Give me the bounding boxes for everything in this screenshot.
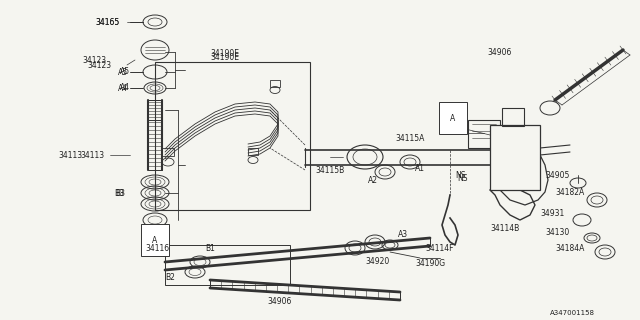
Text: 34905: 34905 [545, 171, 570, 180]
Text: A3: A3 [398, 229, 408, 238]
Text: 34190E: 34190E [210, 52, 239, 61]
Bar [270, 80, 280, 87]
Bar [148, 100, 162, 120]
Text: A5: A5 [120, 67, 130, 76]
Text: NS: NS [457, 173, 467, 182]
Text: A5: A5 [118, 68, 128, 76]
Text: A2: A2 [368, 175, 378, 185]
Text: 34906: 34906 [268, 298, 292, 307]
Text: B1: B1 [205, 244, 215, 252]
Text: 34920: 34920 [365, 258, 389, 267]
Text: 34123: 34123 [82, 55, 106, 65]
Text: 34906: 34906 [488, 47, 512, 57]
Bar [162, 148, 174, 156]
Text: 34182A: 34182A [555, 188, 584, 196]
Text: 34123: 34123 [87, 60, 111, 69]
Text: A4: A4 [120, 83, 130, 92]
Text: 34116: 34116 [145, 244, 169, 252]
Text: 34190E: 34190E [210, 49, 239, 58]
Text: 34114F: 34114F [425, 244, 454, 252]
Text: 34190G: 34190G [415, 259, 445, 268]
Text: 34113: 34113 [80, 150, 104, 159]
Text: 34130: 34130 [545, 228, 569, 236]
Text: A4: A4 [118, 84, 128, 92]
Text: 34114B: 34114B [490, 223, 519, 233]
Bar [155, 62, 310, 210]
Text: A: A [152, 236, 157, 244]
Bar [248, 148, 258, 155]
Bar [490, 125, 540, 190]
Text: B3: B3 [115, 188, 125, 197]
Text: A: A [451, 114, 456, 123]
Text: 34115B: 34115B [315, 165, 344, 174]
Text: B3: B3 [114, 188, 124, 197]
Text: 34931: 34931 [540, 209, 564, 218]
Text: B2: B2 [165, 274, 175, 283]
Text: NS: NS [455, 171, 465, 180]
Text: A1: A1 [415, 164, 425, 172]
Text: 34165: 34165 [95, 18, 119, 27]
Bar [165, 245, 290, 285]
Text: 34184A: 34184A [555, 244, 584, 252]
Text: A347001158: A347001158 [550, 310, 595, 316]
Text: 34165: 34165 [95, 18, 119, 27]
Text: 34115A: 34115A [395, 133, 424, 142]
Bar [502, 108, 524, 126]
Bar [468, 120, 500, 148]
Text: 34113: 34113 [58, 150, 82, 159]
